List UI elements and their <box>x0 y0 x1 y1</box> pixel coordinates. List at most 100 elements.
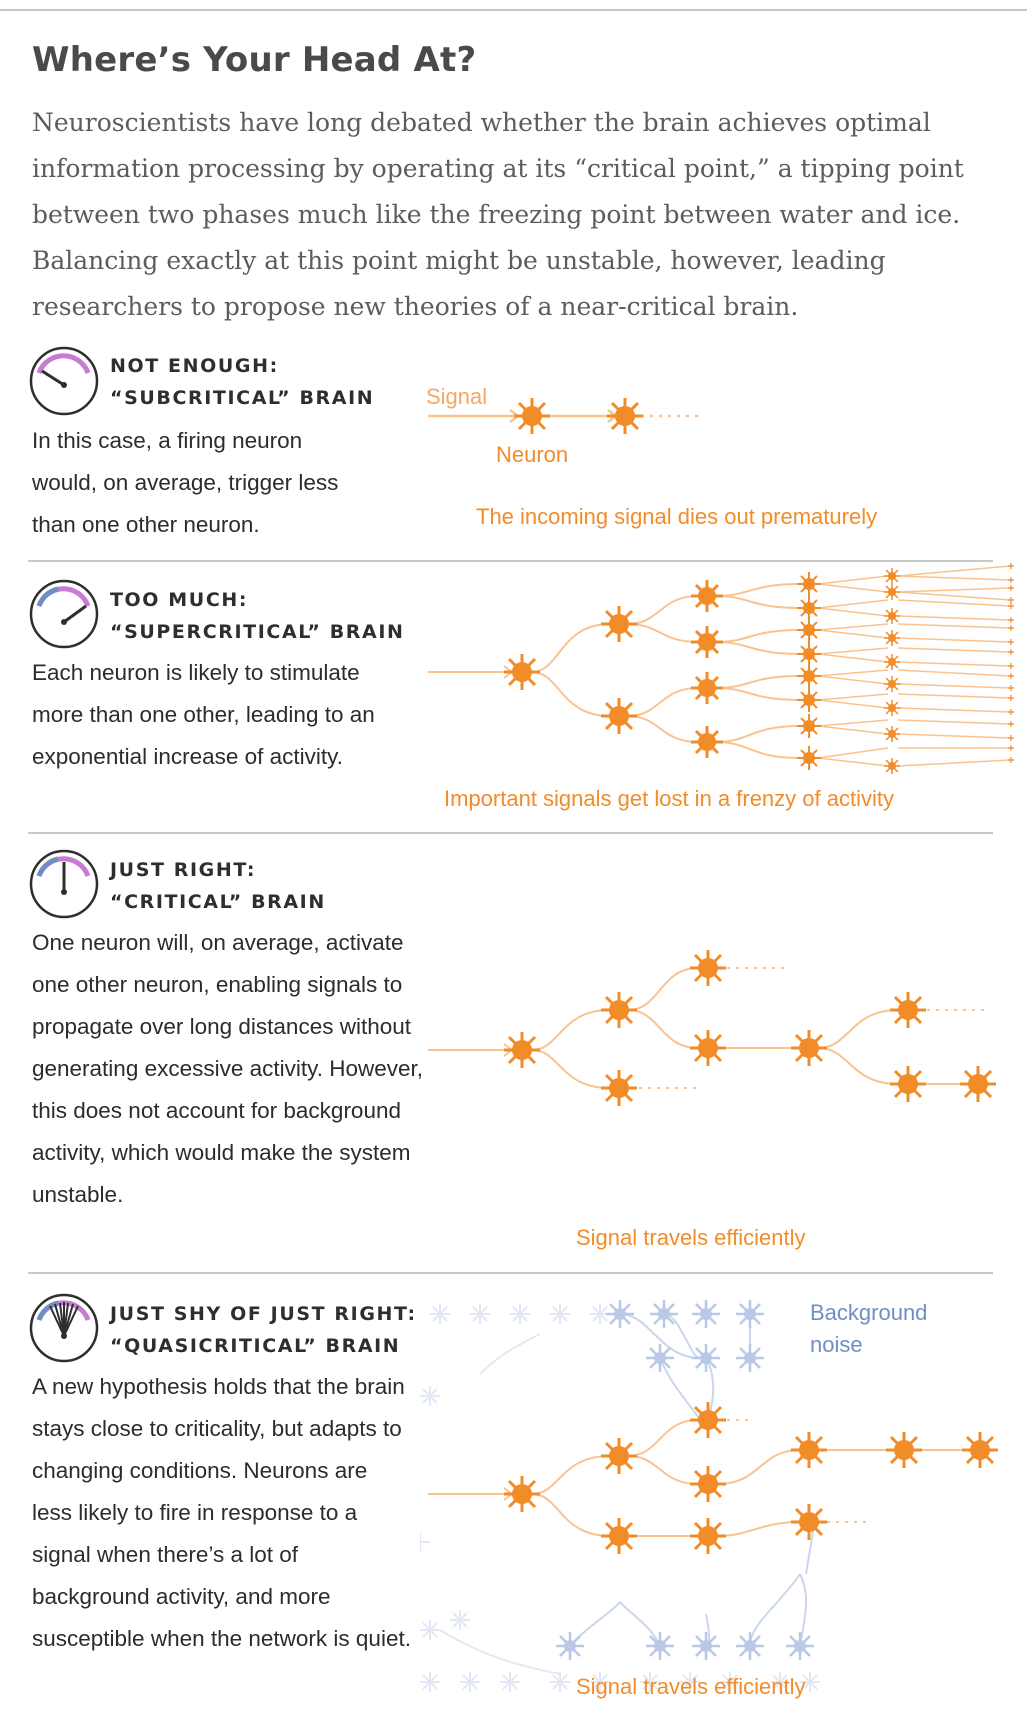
neuron-icon <box>691 726 723 758</box>
panel-heading: TOO MUCH: “SUPERCRITICAL” BRAIN <box>110 584 405 648</box>
panel-heading-line1: NOT ENOUGH: <box>110 355 279 377</box>
neuron-icon <box>504 1476 540 1512</box>
subcritical-diagram: Signal Neuron The incoming signal dies o… <box>426 384 877 529</box>
neuron-icon <box>797 664 821 688</box>
neuron-icon <box>791 1432 827 1468</box>
neuron-icon <box>601 1518 637 1554</box>
noise-neuron-icon <box>736 1344 764 1372</box>
noise-neuron-icon <box>646 1632 674 1660</box>
neuron-icon <box>690 1518 726 1554</box>
neuron-icon <box>797 572 821 596</box>
noise-label-line1: Background <box>810 1300 927 1325</box>
noise-neuron-icon <box>556 1632 584 1660</box>
panel-supercritical: TOO MUCH: “SUPERCRITICAL” BRAIN Each neu… <box>0 562 1027 832</box>
neuron-icon <box>797 688 821 712</box>
background-noise-faint <box>420 1304 820 1692</box>
page-title: Where’s Your Head At? <box>32 40 477 80</box>
neuron-icon <box>690 950 726 986</box>
quasicritical-diagram: Background noise Signal travels efficien… <box>420 1300 998 1699</box>
neuron-icon <box>884 584 900 600</box>
panel-heading-line1: JUST SHY OF JUST RIGHT: <box>110 1303 417 1325</box>
neuron-icon <box>690 1402 726 1438</box>
gauge-center-icon <box>29 849 99 919</box>
noise-neuron-icon <box>786 1632 814 1660</box>
panel-heading-line2: “SUBCRITICAL” BRAIN <box>110 387 375 409</box>
neuron-icon <box>890 992 926 1028</box>
neuron-icon <box>886 1432 922 1468</box>
panel-quasicritical: JUST SHY OF JUST RIGHT: “QUASICRITICAL” … <box>0 1274 1027 1720</box>
panel-heading: NOT ENOUGH: “SUBCRITICAL” BRAIN <box>110 350 374 414</box>
panel-caption: The incoming signal dies out prematurely <box>476 504 877 529</box>
neuron-icon <box>797 714 821 738</box>
neuron-icon <box>504 654 540 690</box>
panel-heading-line2: “QUASICRITICAL” BRAIN <box>110 1335 401 1357</box>
gauge-low-icon <box>29 346 99 416</box>
neuron-label: Neuron <box>496 442 568 467</box>
neuron-icon <box>607 398 643 434</box>
neuron-icon <box>884 758 900 774</box>
supercritical-diagram: Important signals get lost in a frenzy o… <box>428 563 1014 811</box>
panel-subcritical: NOT ENOUGH: “SUBCRITICAL” BRAIN In this … <box>0 338 1027 560</box>
noise-neuron-icon <box>692 1300 720 1328</box>
signal-label: Signal <box>426 384 487 409</box>
panel-caption: Important signals get lost in a frenzy o… <box>444 786 894 811</box>
section-divider <box>28 1272 993 1274</box>
neuron-icon <box>514 398 550 434</box>
gauge-fluctuating-icon <box>29 1293 99 1363</box>
panel-description: A new hypothesis holds that the brain st… <box>32 1374 411 1651</box>
section-divider <box>28 832 993 834</box>
neuron-icon <box>797 596 821 620</box>
noise-neuron-icon <box>692 1344 720 1372</box>
noise-neuron-icon <box>606 1300 634 1328</box>
noise-neuron-icon <box>650 1300 678 1328</box>
neuron-icon <box>791 1030 827 1066</box>
neuron-icon <box>884 608 900 624</box>
gauge-high-icon <box>29 579 99 649</box>
panel-caption: Signal travels efficiently <box>576 1225 806 1250</box>
neuron-icon <box>691 580 723 612</box>
neuron-icon <box>890 1066 926 1102</box>
neuron-column-edge <box>1008 563 1014 763</box>
noise-label-line2: noise <box>810 1332 863 1357</box>
neuron-icon <box>797 746 821 770</box>
panel-heading-line1: JUST RIGHT: <box>110 859 257 881</box>
neuron-icon <box>504 1032 540 1068</box>
panel-heading: JUST RIGHT: “CRITICAL” BRAIN <box>110 854 326 918</box>
panel-heading-line1: TOO MUCH: <box>110 589 249 611</box>
neuron-icon <box>884 568 900 584</box>
neuron-icon <box>884 676 900 692</box>
neuron-icon <box>797 642 821 666</box>
neuron-icon <box>691 626 723 658</box>
neuron-icon <box>884 726 900 742</box>
neuron-icon <box>884 700 900 716</box>
neuron-icon <box>690 1030 726 1066</box>
panel-heading-line2: “SUPERCRITICAL” BRAIN <box>110 621 405 643</box>
noise-neuron-icon <box>646 1344 674 1372</box>
neuron-icon <box>601 698 637 734</box>
section-divider <box>28 560 993 562</box>
panel-description: In this case, a firing neuron would, on … <box>32 428 339 537</box>
neuron-icon <box>690 1466 726 1502</box>
noise-neuron-icon <box>736 1300 764 1328</box>
critical-diagram: Signal travels efficiently <box>428 950 996 1250</box>
neuron-icon <box>797 618 821 642</box>
background-noise-links <box>569 1313 817 1647</box>
neuron-icon <box>691 672 723 704</box>
noise-neuron-icon <box>736 1632 764 1660</box>
neuron-icon <box>601 1438 637 1474</box>
neuron-icon <box>962 1432 998 1468</box>
noise-neuron-icon <box>692 1632 720 1660</box>
neuron-icon <box>601 992 637 1028</box>
neuron-icon <box>601 1070 637 1106</box>
panel-heading-line2: “CRITICAL” BRAIN <box>110 891 326 913</box>
neuron-icon <box>960 1066 996 1102</box>
panel-description: Each neuron is likely to stimulate more … <box>32 660 375 769</box>
neuron-icon <box>884 654 900 670</box>
panel-heading: JUST SHY OF JUST RIGHT: “QUASICRITICAL” … <box>110 1298 417 1362</box>
intro-paragraph: Neuroscientists have long debated whethe… <box>32 108 964 321</box>
top-rule <box>0 9 1027 11</box>
neuron-icon <box>601 606 637 642</box>
panel-description: One neuron will, on average, activate on… <box>32 930 424 1207</box>
neuron-icon <box>791 1504 827 1540</box>
panel-critical: JUST RIGHT: “CRITICAL” BRAIN One neuron … <box>0 834 1027 1272</box>
